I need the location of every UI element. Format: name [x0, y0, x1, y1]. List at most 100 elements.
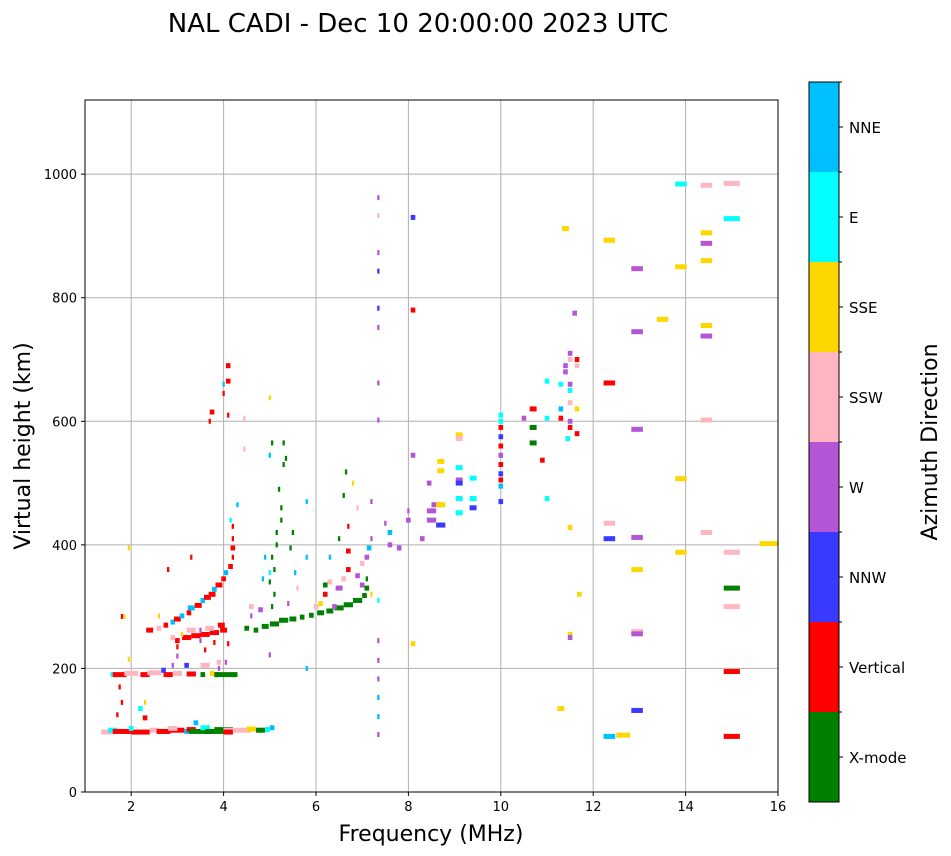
data-point-sse: [759, 541, 778, 547]
data-point-nne: [603, 733, 616, 739]
data-point-x-mode: [279, 617, 289, 623]
data-point-sse: [700, 323, 713, 329]
data-point-nne: [200, 597, 206, 603]
data-point-x-mode: [261, 623, 269, 629]
y-axis-label: Virtual height (km): [11, 342, 36, 549]
data-point-vertical: [723, 669, 740, 675]
data-point-sse: [437, 468, 445, 474]
data-point-vertical: [222, 390, 225, 396]
data-point-x-mode: [344, 469, 348, 475]
colorbar-label-sse: SSE: [849, 299, 878, 317]
data-point-sse: [557, 706, 565, 712]
colorbar-label-nnw: NNW: [849, 569, 886, 587]
data-point-x-mode: [282, 440, 285, 446]
data-point-sse: [603, 237, 616, 243]
data-point-ssw: [216, 659, 222, 665]
data-point-vertical: [120, 614, 124, 620]
data-point-w: [426, 508, 437, 514]
data-point-vertical: [215, 582, 223, 588]
data-point-vertical: [112, 728, 132, 734]
data-point-ssw: [205, 625, 215, 631]
data-point-e: [469, 475, 477, 481]
data-point-x-mode: [352, 597, 363, 603]
data-point-ssw: [574, 363, 580, 369]
x-tick-label: 4: [219, 800, 227, 815]
data-point-w: [250, 613, 253, 619]
data-point-vertical: [231, 523, 234, 529]
data-point-x-mode: [277, 486, 281, 492]
data-point-w: [700, 333, 713, 339]
data-point-w: [370, 536, 373, 542]
data-point-ssw: [156, 625, 162, 631]
data-point-sse: [455, 432, 463, 438]
data-point-nne: [387, 530, 393, 535]
data-point-vertical: [120, 699, 124, 705]
data-point-vertical: [346, 567, 351, 573]
data-point-vertical: [228, 563, 233, 569]
data-point-vertical: [603, 380, 616, 386]
data-point-x-mode: [299, 614, 305, 620]
data-point-w: [217, 665, 221, 671]
data-point-x-mode: [723, 585, 740, 591]
data-point-vertical: [498, 443, 504, 449]
data-point-sse: [143, 699, 147, 705]
data-point-ssw: [700, 530, 713, 535]
data-point-w: [377, 250, 380, 256]
data-point-w: [406, 517, 411, 523]
data-point-x-mode: [273, 567, 276, 573]
grid: [85, 100, 779, 793]
data-point-x-mode: [284, 455, 288, 461]
data-point-vertical: [220, 627, 228, 633]
data-point-w: [572, 310, 578, 316]
data-points: [101, 180, 778, 739]
data-point-e: [469, 496, 477, 502]
data-point-x-mode: [529, 424, 537, 430]
data-point-w: [384, 520, 387, 526]
data-point-sse: [700, 230, 713, 236]
data-point-vertical: [230, 545, 236, 551]
data-point-vertical: [347, 523, 350, 529]
x-tick-label: 14: [677, 800, 694, 815]
data-point-w: [199, 627, 202, 633]
data-point-vertical: [182, 635, 192, 641]
data-point-vertical: [225, 363, 231, 369]
data-point-w: [387, 542, 393, 548]
data-point-e: [565, 436, 571, 442]
data-point-ssw: [700, 417, 713, 423]
data-point-vertical: [209, 409, 215, 415]
data-point-nne: [377, 694, 380, 700]
data-point-e: [200, 725, 210, 731]
data-point-sse: [574, 406, 580, 412]
data-point-nne: [187, 605, 195, 611]
data-point-w: [426, 480, 432, 486]
data-point-vertical: [208, 418, 211, 424]
data-point-vertical: [540, 457, 545, 463]
data-point-e: [544, 496, 550, 502]
x-tick-label: 8: [404, 800, 412, 815]
data-point-x-mode: [529, 440, 537, 446]
data-point-nnw: [498, 499, 504, 505]
data-point-w: [268, 652, 271, 658]
data-point-e: [498, 418, 504, 424]
data-point-vertical: [231, 536, 234, 542]
data-point-sse: [436, 502, 446, 508]
data-point-nnw: [377, 305, 380, 311]
data-point-ssw: [124, 670, 139, 676]
x-axis-label: Frequency (MHz): [339, 822, 524, 847]
y-tick-label: 600: [52, 415, 77, 430]
data-point-w: [370, 499, 373, 505]
data-point-vertical: [146, 627, 154, 633]
data-point-vertical: [574, 357, 580, 362]
data-point-vertical: [203, 594, 211, 600]
data-point-x-mode: [362, 593, 367, 599]
data-point-x-mode: [337, 536, 341, 542]
plot-frame: [84, 99, 779, 793]
data-point-x-mode: [188, 728, 213, 734]
data-point-w: [567, 350, 573, 356]
x-tick-label: 2: [127, 800, 135, 815]
data-point-w: [498, 452, 504, 458]
data-point-w: [224, 659, 228, 665]
data-point-ssw: [327, 579, 333, 585]
data-point-x-mode: [364, 585, 370, 591]
